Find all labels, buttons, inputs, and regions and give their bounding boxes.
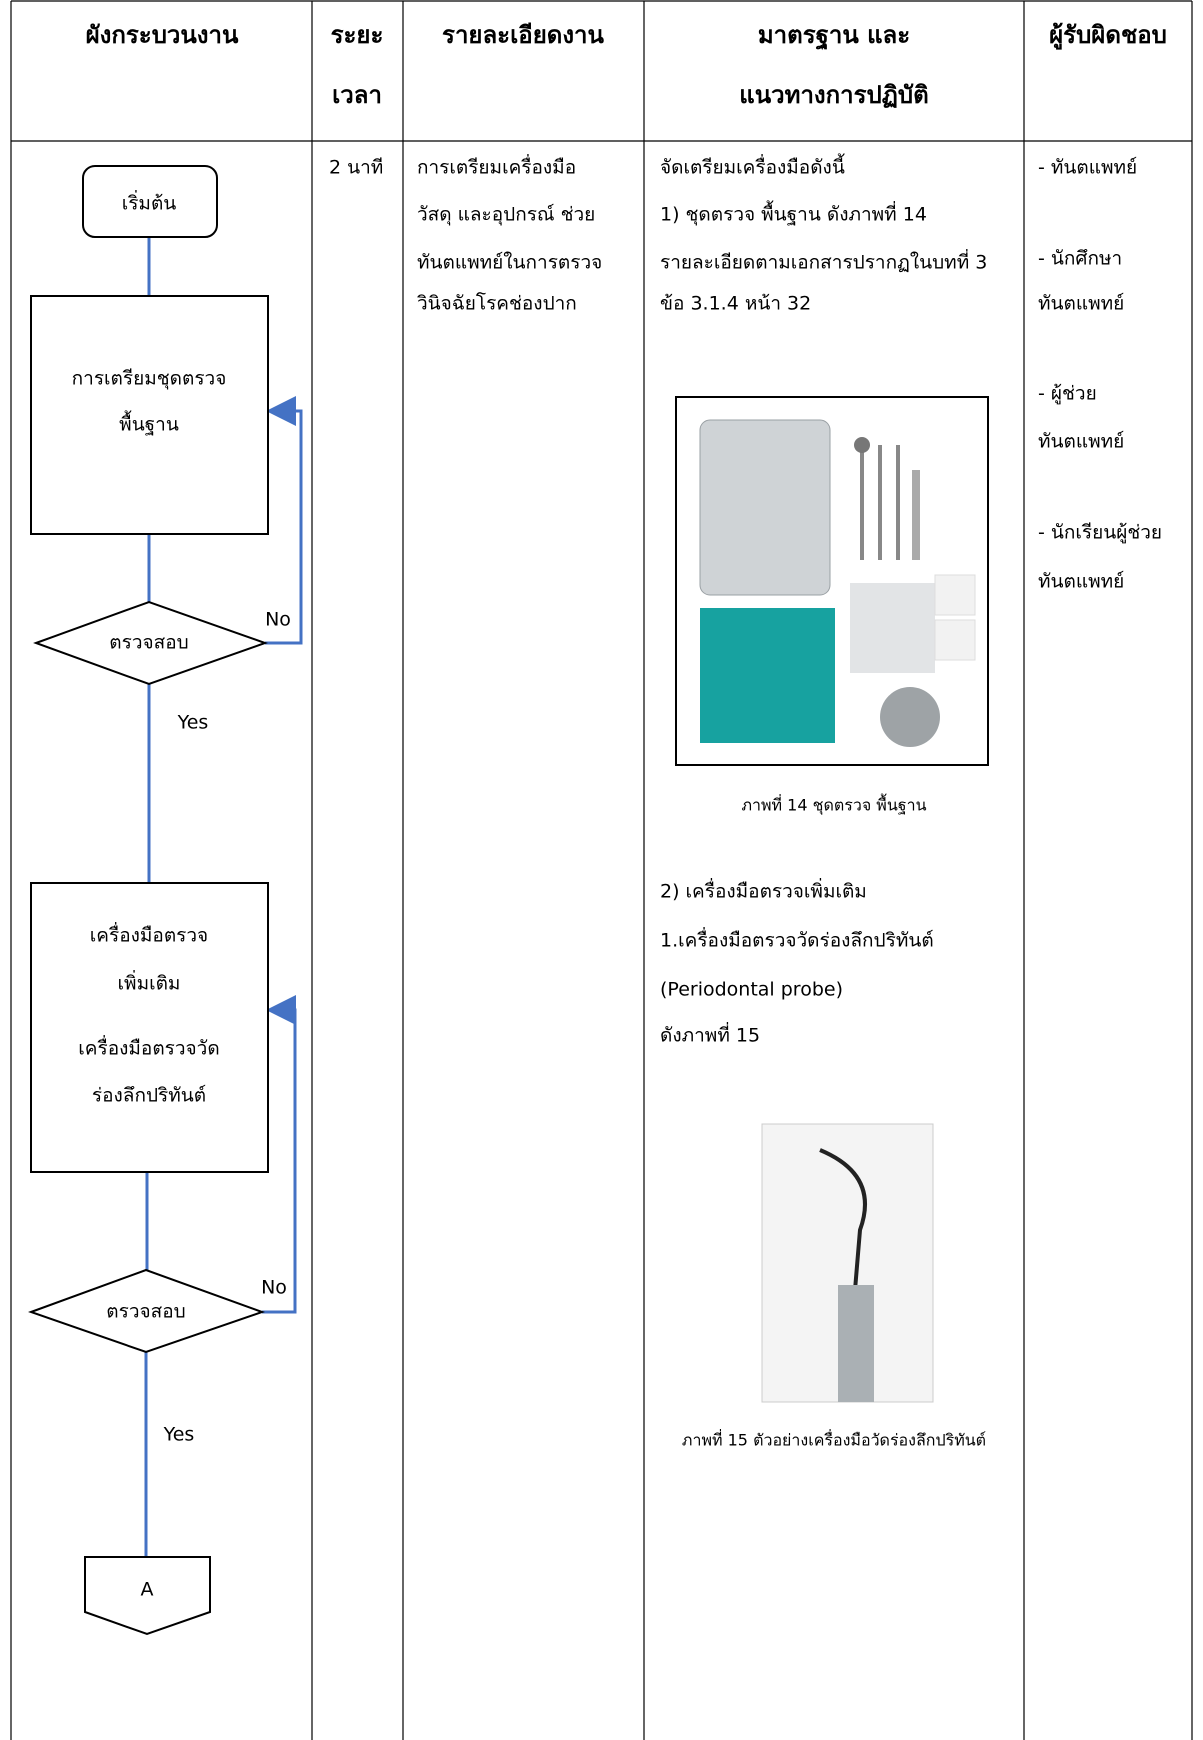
responsible: - นักศึกษา: [1038, 248, 1122, 270]
flow-label: ร่องลึกปริทันต์: [92, 1085, 206, 1107]
header: มาตรฐาน และ: [758, 21, 910, 51]
flow-label: เริ่มต้น: [122, 190, 177, 215]
flow-label: พื้นฐาน: [119, 411, 179, 436]
responsible: ทันตแพทย์: [1038, 431, 1124, 453]
flow-label: Yes: [177, 712, 209, 734]
responsible: - นักเรียนผู้ช่วย: [1038, 522, 1162, 544]
standard-text: (Periodontal probe): [660, 979, 843, 1001]
flow-label: การเตรียมชุดตรวจ: [72, 368, 227, 391]
decision: [33, 600, 269, 686]
connector: [84, 1556, 211, 1636]
standard-text: ดังภาพที่ 15: [660, 1022, 760, 1047]
caption: ภาพที่ 15 ตัวอย่างเครื่องมือวัดร่องลึกปร…: [682, 1429, 986, 1450]
header: ผู้รับผิดชอบ: [1049, 21, 1167, 50]
time: 2 นาที: [329, 157, 383, 179]
detail: วินิจฉัยโรคช่องปาก: [417, 292, 577, 315]
decision: [28, 1268, 266, 1354]
detail: ทันตแพทย์ในการตรวจ: [417, 252, 602, 274]
header: ผังกระบวนงาน: [86, 21, 239, 49]
responsible: - ผู้ช่วย: [1038, 383, 1097, 405]
flow-label: No: [265, 609, 291, 631]
detail: วัสดุ และอุปกรณ์ ช่วย: [417, 204, 595, 227]
header: ระยะ: [331, 21, 384, 49]
flow-label: Yes: [163, 1424, 195, 1446]
flow-label: ตรวจสอบ: [109, 632, 188, 654]
standard-text: ข้อ 3.1.4 หน้า 32: [660, 293, 811, 315]
flow-label: No: [261, 1277, 287, 1299]
table-grid: [10, 0, 1193, 1740]
header: แนวทางการปฏิบัติ: [739, 81, 928, 109]
process-box: [30, 295, 269, 535]
figure-14: [675, 396, 989, 766]
flow-label: เครื่องมือตรวจวัด: [78, 1035, 219, 1060]
responsible: ทันตแพทย์: [1038, 571, 1124, 593]
flow-label: เครื่องมือตรวจ: [90, 922, 208, 947]
detail: การเตรียมเครื่องมือ: [417, 154, 576, 179]
header: รายละเอียดงาน: [442, 21, 604, 49]
responsible: - ทันตแพทย์: [1038, 157, 1137, 179]
flow-label: A: [141, 1579, 154, 1601]
standard-text: 2) เครื่องมือตรวจเพิ่มเติม: [660, 878, 867, 903]
process-box: [30, 882, 269, 1173]
figure-15: [761, 1123, 934, 1403]
standard-text: รายละเอียดตามเอกสารปรากฏในบทที่ 3: [660, 249, 987, 274]
flowchart: [28, 165, 303, 1636]
flow-label: ตรวจสอบ: [106, 1301, 185, 1323]
standard-text: 1.เครื่องมือตรวจวัดร่องลึกปริทันต์: [660, 927, 934, 952]
responsible: ทันตแพทย์: [1038, 293, 1124, 315]
caption: ภาพที่ 14 ชุดตรวจ พื้นฐาน: [741, 794, 926, 816]
flow-label: เพิ่มเติม: [118, 970, 181, 995]
start-box: [82, 165, 218, 238]
standard-text: จัดเตรียมเครื่องมือดังนี้: [660, 154, 845, 179]
standard-text: 1) ชุดตรวจ พื้นฐาน ดังภาพที่ 14: [660, 201, 927, 227]
header: เวลา: [332, 81, 382, 109]
